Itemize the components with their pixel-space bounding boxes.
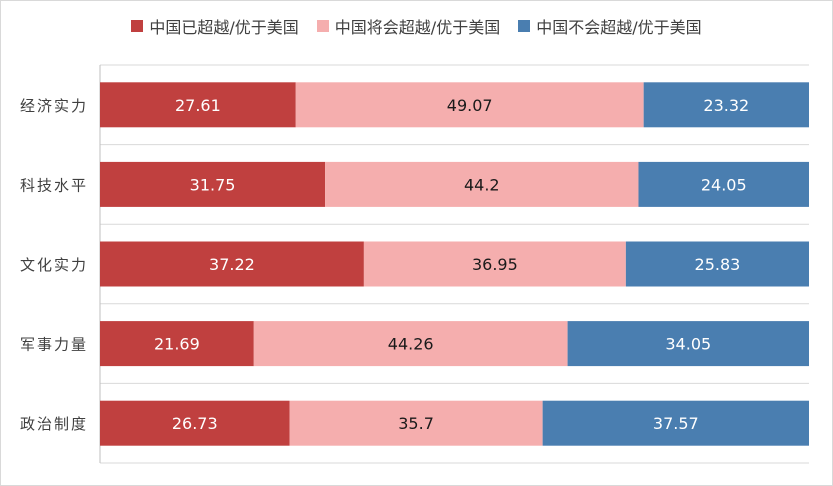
data-label-5-series-2: 35.7: [398, 414, 434, 433]
data-label-5-series-3: 37.57: [653, 414, 699, 433]
bar-5-series-3: [542, 400, 809, 446]
data-label-1-series-3: 23.32: [703, 96, 749, 115]
legend: 中国已超越/优于美国 中国将会超越/优于美国 中国不会超越/优于美国: [0, 14, 833, 38]
bar-3-series-1: [100, 241, 364, 287]
data-label-4-series-2: 44.26: [388, 335, 434, 354]
bar-2-series-2: [325, 161, 639, 207]
bar-1-series-1: [100, 82, 296, 128]
category-label-1: 经济实力: [20, 97, 88, 115]
legend-label-2: 中国将会超越/优于美国: [334, 18, 501, 37]
bar-3-series-3: [625, 241, 809, 287]
bar-1-series-2: [295, 82, 644, 128]
legend-item-2: 中国将会超越/优于美国: [316, 14, 501, 38]
bar-3-series-2: [363, 241, 626, 287]
data-label-2-series-2: 44.2: [464, 175, 500, 194]
data-label-1-series-1: 27.61: [175, 96, 221, 115]
legend-swatch-2: [316, 20, 329, 32]
bar-2-series-3: [638, 161, 809, 207]
legend-label-3: 中国不会超越/优于美国: [536, 18, 702, 37]
legend-label-1: 中国已超越/优于美国: [149, 18, 299, 37]
data-label-3-series-1: 37.22: [209, 255, 255, 274]
data-label-2-series-1: 31.75: [190, 175, 236, 194]
data-label-3-series-3: 25.83: [695, 255, 741, 274]
legend-swatch-1: [131, 20, 144, 32]
data-label-4-series-3: 34.05: [665, 335, 711, 354]
data-label-2-series-3: 24.05: [701, 175, 747, 194]
bar-4-series-1: [100, 321, 254, 367]
data-label-4-series-1: 21.69: [154, 335, 200, 354]
category-label-3: 文化实力: [20, 256, 88, 274]
bar-2-series-1: [100, 161, 326, 207]
legend-item-3: 中国不会超越/优于美国: [518, 14, 702, 38]
legend-swatch-3: [518, 20, 531, 32]
category-label-4: 军事力量: [20, 336, 88, 354]
category-label-5: 政治制度: [20, 415, 88, 433]
data-label-1-series-2: 49.07: [447, 96, 493, 115]
bar-4-series-2: [253, 321, 568, 367]
bar-4-series-3: [567, 321, 809, 367]
data-label-5-series-1: 26.73: [172, 414, 218, 433]
bar-1-series-3: [643, 82, 809, 128]
legend-item-1: 中国已超越/优于美国: [131, 14, 299, 38]
data-label-3-series-2: 36.95: [472, 255, 518, 274]
category-label-2: 科技水平: [20, 176, 88, 194]
bar-5-series-2: [289, 400, 543, 446]
bar-5-series-1: [100, 400, 290, 446]
